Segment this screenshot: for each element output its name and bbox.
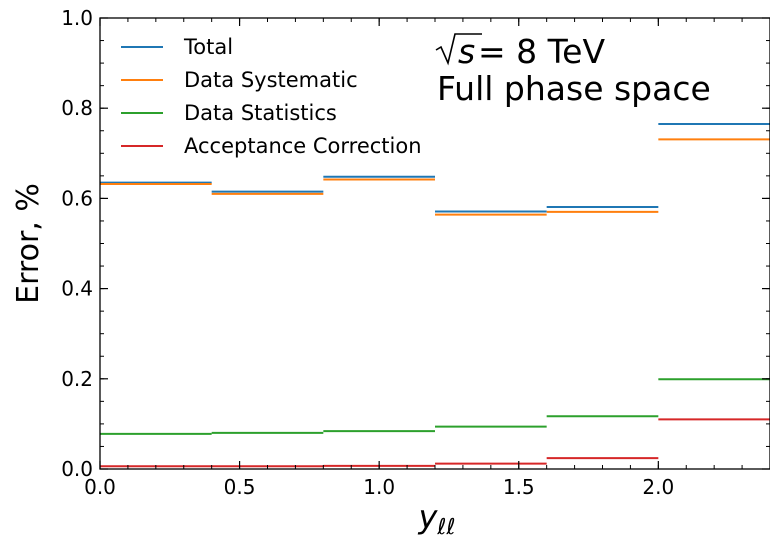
y-tick-label: 0.8 bbox=[61, 96, 93, 120]
sqrt-s-text: s bbox=[458, 32, 475, 71]
legend-label: Data Systematic bbox=[184, 68, 358, 92]
x-tick-label: 1.5 bbox=[503, 475, 535, 499]
sqrt-symbol bbox=[435, 33, 482, 66]
x-axis-title: yℓℓ bbox=[417, 498, 455, 540]
x-tick-label: 1.0 bbox=[363, 475, 395, 499]
y-tick-label: 0.2 bbox=[61, 367, 93, 391]
series-2-steps bbox=[100, 378, 770, 435]
y-tick-label: 1.0 bbox=[61, 6, 93, 30]
x-axis-title-subscript: ℓℓ bbox=[436, 515, 455, 540]
y-axis-title: Error, % bbox=[11, 183, 46, 304]
x-tick-label: 0.5 bbox=[224, 475, 256, 499]
energy-annotation: s = 8 TeV Full phase space bbox=[435, 32, 711, 108]
legend-label: Acceptance Correction bbox=[184, 134, 422, 158]
series-layer bbox=[100, 122, 770, 468]
ticks-layer: 0.0 0.5 1.0 1.5 2.0 0.0 0.2 0.4 0.6 0.8 1.0 bbox=[61, 6, 770, 499]
y-tick-label: 0.4 bbox=[61, 277, 93, 301]
energy-text: = 8 TeV bbox=[478, 32, 605, 71]
y-tick-label: 0.6 bbox=[61, 186, 93, 210]
series-0-steps bbox=[100, 122, 770, 213]
x-tick-label: 0.0 bbox=[84, 475, 116, 499]
x-tick-label: 2.0 bbox=[642, 475, 674, 499]
series-1-steps bbox=[100, 138, 770, 216]
legend: Total Data Systematic Data Statistics Accep… bbox=[121, 35, 422, 158]
y-tick-label: 0.0 bbox=[61, 457, 93, 481]
x-axis-title-base: y bbox=[417, 498, 438, 536]
plot-frame bbox=[99, 17, 770, 470]
legend-label: Data Statistics bbox=[184, 101, 337, 125]
phase-space-text: Full phase space bbox=[437, 69, 711, 108]
legend-label: Total bbox=[183, 35, 233, 59]
